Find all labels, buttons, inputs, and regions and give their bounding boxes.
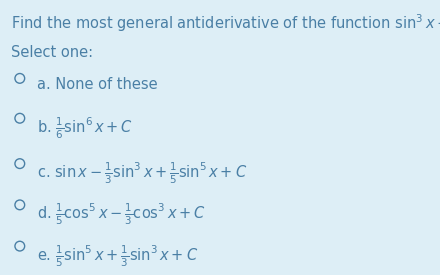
- Text: c. $\mathrm{sin}\,x - \frac{1}{3}\mathrm{sin}^3\,x + \frac{1}{5}\mathrm{sin}^5\,: c. $\mathrm{sin}\,x - \frac{1}{3}\mathrm…: [37, 161, 248, 186]
- Point: [16, 244, 23, 248]
- Text: d. $\frac{1}{5}\mathrm{cos}^5\,x - \frac{1}{3}\mathrm{cos}^3\,x + C$: d. $\frac{1}{5}\mathrm{cos}^5\,x - \frac…: [37, 202, 206, 227]
- Text: Select one:: Select one:: [11, 45, 93, 60]
- Point: [16, 76, 23, 81]
- Text: Find the most general antiderivative of the function $\mathrm{sin}^3\,x - \mathr: Find the most general antiderivative of …: [11, 12, 440, 34]
- Text: e. $\frac{1}{5}\mathrm{sin}^5\,x + \frac{1}{3}\mathrm{sin}^3\,x + C$: e. $\frac{1}{5}\mathrm{sin}^5\,x + \frac…: [37, 243, 198, 269]
- Point: [16, 116, 23, 120]
- Text: b. $\frac{1}{6}\mathrm{sin}^6\,x + C$: b. $\frac{1}{6}\mathrm{sin}^6\,x + C$: [37, 116, 133, 141]
- Text: a. None of these: a. None of these: [37, 77, 158, 92]
- Point: [16, 203, 23, 207]
- Point: [16, 161, 23, 166]
